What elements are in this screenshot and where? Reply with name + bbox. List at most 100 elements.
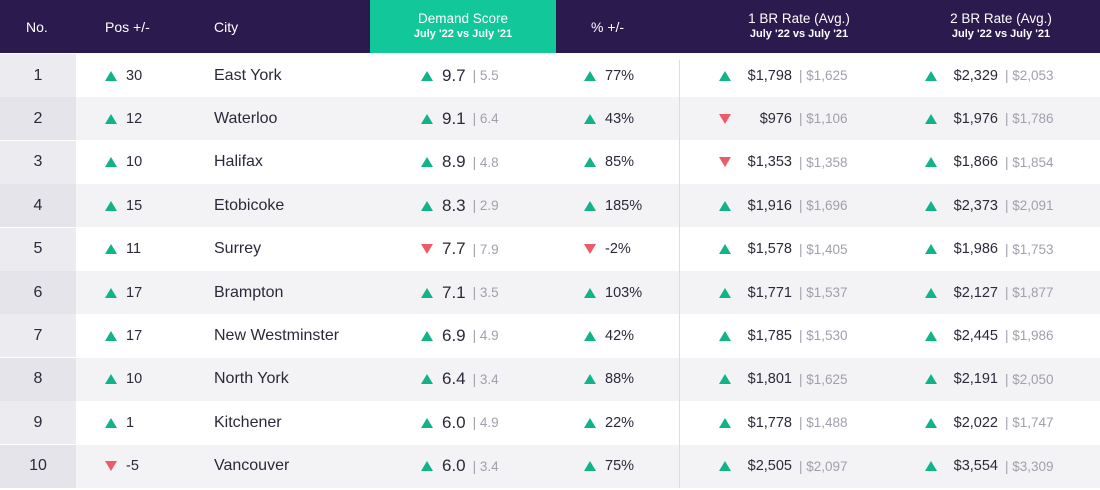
percent-change-value: 185% [605,197,643,214]
demand-score-current: 9.7 [442,65,466,85]
demand-score-current: 7.7 [442,239,466,259]
percent-up-arrow-icon [584,287,596,298]
percent-up-arrow-icon [584,113,596,124]
table-row: 2 12 Waterloo 9.1 | 6.4 43% $976 | $1,106 $1,976… [0,97,1100,141]
br2-up-arrow-icon [925,330,937,341]
percent-change-value: 75% [605,458,635,475]
percent-up-arrow-icon [584,374,596,385]
br2-rate-current: $1,866 [953,154,998,171]
percent-change: 43% [584,97,634,140]
position-down-arrow-icon [105,461,117,472]
percent-change-value: 42% [605,327,635,344]
city-name: East York [214,66,282,84]
br1-up-arrow-icon [719,461,731,472]
percent-up-arrow-icon [584,330,596,341]
table-row: 3 10 Halifax 8.9 | 4.8 85% $1,353 | $1,358 $1,86… [0,140,1100,184]
position-up-arrow-icon [105,417,117,428]
br1-rate-current: $1,353 [747,154,792,171]
score-up-arrow-icon [421,461,433,472]
br1-rate: $1,771 | $1,537 [719,271,848,314]
position-change: -5 [105,445,139,488]
table-row: 5 11 Surrey 7.7 | 7.9 -2% $1,578 | $1,405 $1,986… [0,227,1100,271]
position-change-value: 30 [126,67,143,84]
score-down-arrow-icon [421,244,433,255]
br1-rate: $1,353 | $1,358 [719,141,848,184]
percent-up-arrow-icon [584,417,596,428]
demand-score-current: 8.3 [442,195,466,215]
header-2br: 2 BR Rate (Avg.) July '22 vs July '21 [908,0,1094,53]
percent-change: 75% [584,445,634,488]
position-up-arrow-icon [105,330,117,341]
demand-score-current: 9.1 [442,108,466,128]
demand-score: 9.7 | 5.5 [421,54,499,97]
demand-score-current: 6.0 [442,456,466,476]
position-up-arrow-icon [105,157,117,168]
br1-rate-current: $1,785 [747,327,792,344]
br2-rate-current: $2,445 [953,327,998,344]
br1-rate-current: $1,916 [747,197,792,214]
br1-rate-previous: | $1,625 [799,68,848,83]
br1-rate: $1,916 | $1,696 [719,184,848,227]
row-number: 5 [0,227,76,271]
demand-score-previous: | 4.9 [472,328,499,344]
demand-score: 6.0 | 4.9 [421,401,499,444]
demand-score: 8.9 | 4.8 [421,141,499,184]
percent-change-value: 22% [605,414,635,431]
city-name: New Westminster [214,326,340,344]
city-name: Vancouver [214,457,290,475]
demand-score-previous: | 7.9 [472,241,499,257]
br2-up-arrow-icon [925,244,937,255]
br2-rate: $1,976 | $1,786 [925,97,1054,140]
row-number: 3 [0,140,76,184]
br2-up-arrow-icon [925,417,937,428]
row-number: 9 [0,401,76,445]
percent-change: -2% [584,228,631,271]
percent-change-value: -2% [605,241,631,258]
br1-rate-previous: | $1,405 [799,241,848,257]
city-name: Surrey [214,240,262,258]
percent-change: 77% [584,54,634,97]
br2-rate-current: $2,191 [953,371,998,388]
br2-rate-previous: | $1,986 [1005,328,1054,344]
position-up-arrow-icon [105,70,117,81]
position-change: 11 [105,228,141,271]
percent-up-arrow-icon [584,157,596,168]
table-row: 4 15 Etobicoke 8.3 | 2.9 185% $1,916 | $1,696 $2… [0,184,1100,228]
br1-rate-previous: | $1,625 [799,371,848,387]
br1-rate-current: $976 [759,110,792,127]
position-change: 10 [105,141,142,184]
br2-rate-current: $2,373 [953,197,998,214]
demand-score-previous: | 3.4 [472,371,499,387]
percent-change: 22% [584,401,634,444]
br1-down-arrow-icon [719,157,731,168]
br1-rate-current: $1,798 [747,67,792,84]
br1-rate-previous: | $2,097 [799,458,848,474]
percent-change: 88% [584,358,634,401]
table-header: No. Pos +/- City Demand Score July '22 v… [0,0,1100,53]
score-up-arrow-icon [421,157,433,168]
position-change-value: 15 [126,197,143,214]
score-up-arrow-icon [421,330,433,341]
br2-up-arrow-icon [925,200,937,211]
city-name: Etobicoke [214,196,285,214]
demand-score-current: 6.0 [442,412,466,432]
demand-score-previous: | 5.5 [472,68,499,83]
percent-change: 85% [584,141,634,184]
br2-rate: $2,022 | $1,747 [925,401,1054,444]
position-change-value: 10 [126,371,143,388]
header-pct: % +/- [591,18,625,35]
header-pos: Pos +/- [105,18,150,35]
percent-change-value: 88% [605,371,635,388]
row-number: 10 [0,444,76,488]
position-change-value: 17 [126,327,143,344]
column-divider [679,60,680,488]
br2-rate-previous: | $2,050 [1005,371,1054,387]
br1-rate-current: $1,778 [747,414,792,431]
row-number: 7 [0,314,76,358]
percent-up-arrow-icon [584,200,596,211]
header-no: No. [26,18,48,35]
percent-change: 42% [584,314,634,357]
br2-up-arrow-icon [925,374,937,385]
br1-rate-previous: | $1,696 [799,198,848,214]
score-up-arrow-icon [421,200,433,211]
